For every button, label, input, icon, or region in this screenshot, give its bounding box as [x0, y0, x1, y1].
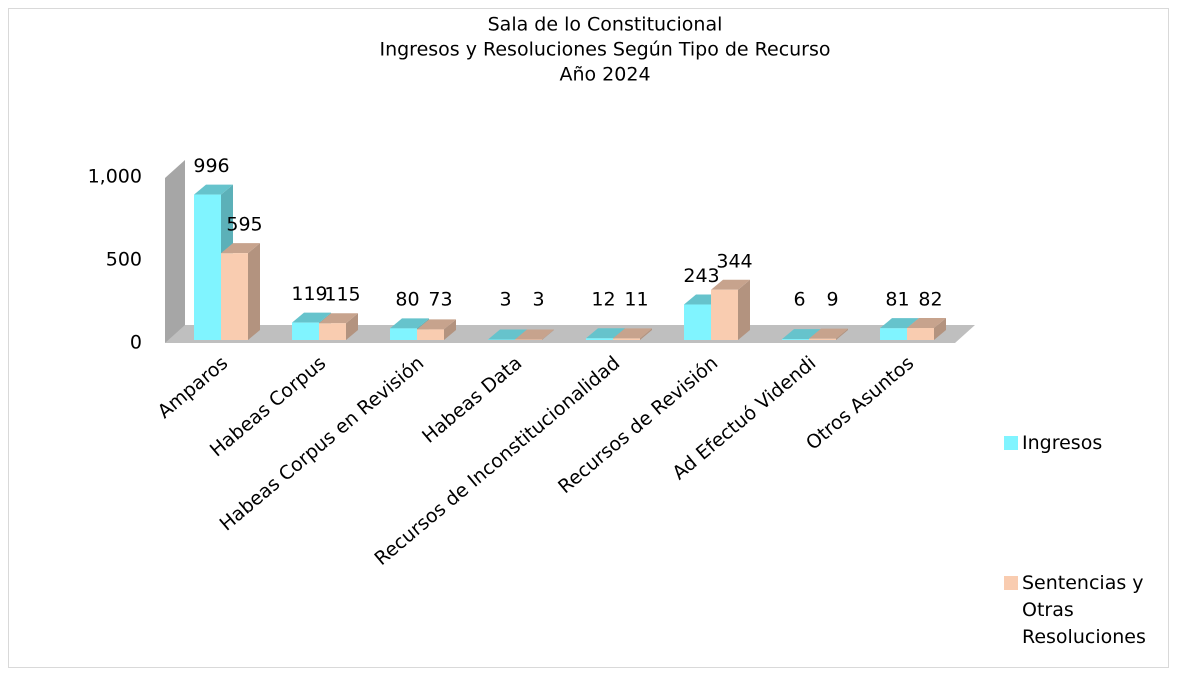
value-label: 12	[591, 289, 615, 311]
bar	[417, 329, 444, 340]
side-wall	[165, 160, 185, 343]
floor	[165, 325, 975, 343]
bar	[586, 338, 613, 340]
bar	[319, 323, 346, 340]
y-tick-label: 1,000	[88, 166, 142, 188]
value-label: 115	[324, 284, 360, 306]
bar-top	[292, 312, 331, 323]
bar	[880, 328, 907, 340]
value-label: 595	[226, 214, 262, 236]
bar-side	[640, 328, 652, 340]
value-label: 80	[395, 289, 419, 311]
chart-title: Ingresos y Resoluciones Según Tipo de Re…	[379, 39, 830, 61]
bar	[782, 339, 809, 340]
bar-top	[319, 313, 358, 324]
y-tick-label: 500	[106, 249, 142, 271]
x-tick-label: Recursos de Revisión	[554, 352, 722, 498]
chart-title: Sala de lo Constitucional	[488, 14, 723, 36]
x-tick-label: Habeas Corpus en Revisión	[216, 352, 429, 535]
bar-side	[444, 319, 456, 340]
bar-top	[194, 184, 233, 195]
bar	[292, 322, 319, 340]
bar-top	[907, 318, 946, 329]
bar-side	[934, 318, 946, 340]
value-label: 11	[624, 289, 648, 311]
bar	[194, 194, 221, 340]
bar-top	[782, 329, 821, 340]
bar-top	[711, 279, 750, 290]
bar-side	[738, 279, 750, 340]
y-tick-label: 0	[130, 332, 142, 354]
value-label: 81	[885, 289, 909, 311]
legend-label: Sentencias y Otras Resoluciones	[1022, 572, 1146, 648]
bar-top	[390, 318, 429, 329]
bar	[221, 253, 248, 340]
bar	[907, 328, 934, 340]
value-label: 6	[793, 289, 805, 311]
value-label: 3	[532, 289, 544, 311]
chart-border	[8, 8, 1169, 668]
bar	[684, 304, 711, 340]
legend-item: Ingresos	[1004, 430, 1169, 457]
value-label: 82	[918, 289, 942, 311]
value-label: 119	[291, 283, 327, 305]
bar-top	[586, 328, 625, 339]
value-label: 996	[193, 155, 229, 177]
legend-swatch	[1004, 576, 1018, 590]
bar	[809, 338, 836, 340]
legend-label: Ingresos	[1022, 432, 1103, 454]
bar	[711, 289, 738, 340]
value-label: 3	[499, 289, 511, 311]
legend-item: Sentencias y Otras Resoluciones	[1004, 570, 1169, 651]
bar-top	[809, 328, 848, 339]
bar-top	[613, 328, 652, 339]
bar-side	[248, 243, 260, 340]
bar-side	[836, 328, 848, 340]
legend-swatch	[1004, 436, 1018, 450]
x-tick-label: Habeas Data	[418, 352, 526, 448]
value-label: 243	[683, 265, 719, 287]
value-label: 9	[826, 289, 838, 311]
x-tick-label: Amparos	[154, 352, 233, 423]
bar	[613, 338, 640, 340]
bar-top	[417, 319, 456, 330]
bar-side	[542, 329, 554, 340]
bar-top	[880, 318, 919, 329]
bar-side	[346, 313, 358, 340]
bar	[390, 328, 417, 340]
value-label: 73	[428, 289, 452, 311]
chart-title: Año 2024	[559, 64, 650, 86]
x-tick-label: Otros Asuntos	[802, 352, 918, 455]
bar-top	[221, 243, 260, 254]
value-label: 344	[716, 250, 752, 272]
bar-top	[488, 329, 527, 340]
bar-top	[515, 329, 554, 340]
